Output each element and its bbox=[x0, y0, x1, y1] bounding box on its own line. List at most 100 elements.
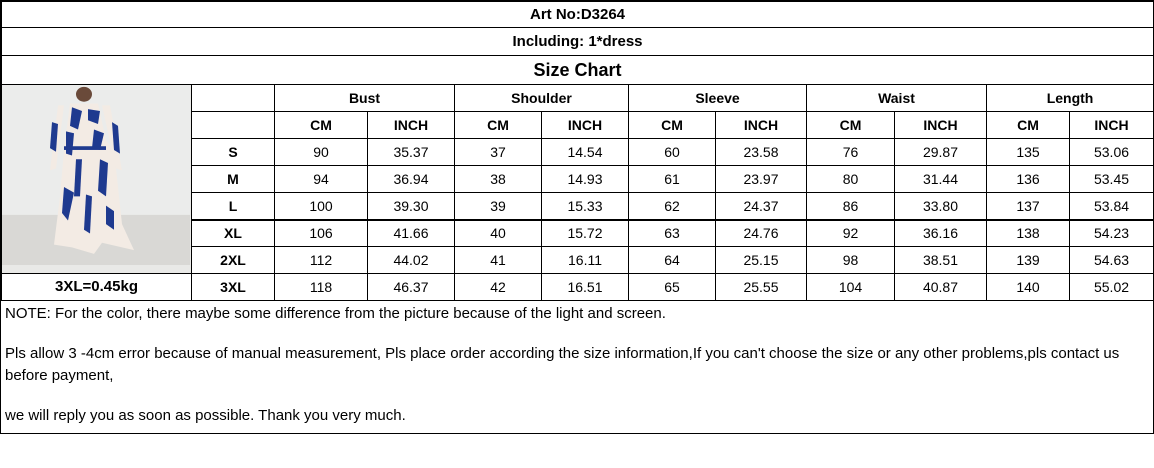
measurement-cell: 36.16 bbox=[894, 218, 987, 247]
measurement-cell: 135 bbox=[986, 138, 1070, 166]
measurement-cell: 14.93 bbox=[541, 165, 629, 193]
size-label: XL bbox=[191, 218, 275, 247]
measurement-cell: 136 bbox=[986, 165, 1070, 193]
size-row: M 94 36.94 38 14.93 61 23.97 80 31.44 136 53.45 bbox=[2, 165, 1154, 193]
size-row: 2XL 112 44.02 41 16.11 64 25.15 98 38.51 139 54.63 bbox=[2, 246, 1154, 274]
measurement-cell: 25.55 bbox=[715, 273, 807, 301]
unit-header-cm: CM bbox=[454, 111, 542, 139]
measurement-cell: 53.45 bbox=[1068, 165, 1154, 193]
measurement-cell: 118 bbox=[274, 273, 368, 301]
measurement-cell: 14.54 bbox=[541, 138, 629, 166]
product-image bbox=[1, 84, 192, 274]
measurement-cell: 29.87 bbox=[894, 138, 987, 166]
column-header-sleeve: Sleeve bbox=[628, 84, 807, 112]
measurement-cell: 106 bbox=[274, 218, 368, 247]
weight-note: 3XL=0.45kg bbox=[1, 273, 192, 301]
measurement-cell: 94 bbox=[274, 165, 368, 193]
size-label: 3XL bbox=[191, 273, 275, 301]
measurement-cell: 15.33 bbox=[541, 192, 629, 220]
note-reply: we will reply you as soon as possible. T… bbox=[5, 407, 406, 424]
measurement-cell: 63 bbox=[628, 218, 716, 247]
size-row: L 100 39.30 39 15.33 62 24.37 86 33.80 137 53.84 bbox=[2, 192, 1154, 220]
measurement-cell: 41.66 bbox=[367, 218, 455, 247]
measurement-cell: 60 bbox=[628, 138, 716, 166]
measurement-cell: 86 bbox=[806, 192, 895, 220]
measurement-cell: 23.97 bbox=[715, 165, 807, 193]
measurement-cell: 44.02 bbox=[367, 246, 455, 274]
measurement-cell: 46.37 bbox=[367, 273, 455, 301]
unit-header-inch: INCH bbox=[541, 111, 629, 139]
measurement-cell: 54.23 bbox=[1068, 218, 1154, 247]
chart-title: Size Chart bbox=[0, 55, 1154, 85]
measurement-cell: 112 bbox=[274, 246, 368, 274]
measurement-cell: 33.80 bbox=[894, 192, 987, 220]
measurement-cell: 35.37 bbox=[367, 138, 455, 166]
size-label: M bbox=[191, 165, 275, 193]
size-label: S bbox=[191, 138, 275, 166]
measurement-cell: 53.06 bbox=[1068, 138, 1154, 166]
measurement-cell: 140 bbox=[986, 273, 1070, 301]
unit-header-cm: CM bbox=[628, 111, 716, 139]
size-chart-document: Art No:D3264 Including: 1*dress Size Cha… bbox=[0, 0, 1154, 434]
art-number: Art No:D3264 bbox=[0, 1, 1154, 28]
size-chart-table: Art No:D3264 Including: 1*dress Size Cha… bbox=[0, 1, 1154, 301]
measurement-cell: 61 bbox=[628, 165, 716, 193]
measurement-cell: 92 bbox=[806, 218, 895, 247]
including-items: Including: 1*dress bbox=[0, 27, 1154, 56]
measurement-cell: 40 bbox=[454, 218, 542, 247]
measurement-cell: 138 bbox=[986, 218, 1070, 247]
measurement-cell: 23.58 bbox=[715, 138, 807, 166]
note-color: NOTE: For the color, there maybe some di… bbox=[5, 305, 666, 322]
unit-header-inch: INCH bbox=[715, 111, 807, 139]
measurement-cell: 54.63 bbox=[1068, 246, 1154, 274]
measurement-cell: 24.76 bbox=[715, 218, 807, 247]
notes-section: NOTE: For the color, there maybe some di… bbox=[1, 301, 1149, 433]
size-row: 3XL=0.45kg 3XL 118 46.37 42 16.51 65 25.55 104 40… bbox=[1, 273, 1154, 301]
unit-header-cm: CM bbox=[986, 111, 1070, 139]
measurement-cell: 36.94 bbox=[367, 165, 455, 193]
size-row: XL 106 41.66 40 15.72 63 24.76 92 36.16 138 54.23 bbox=[2, 218, 1154, 247]
measurement-cell: 40.87 bbox=[894, 273, 987, 301]
measurement-cell: 137 bbox=[986, 192, 1070, 220]
measurement-cell: 24.37 bbox=[715, 192, 807, 220]
measurement-cell: 31.44 bbox=[894, 165, 987, 193]
unit-header-inch: INCH bbox=[894, 111, 987, 139]
measurement-cell: 139 bbox=[986, 246, 1070, 274]
column-header-waist: Waist bbox=[806, 84, 987, 112]
measurement-cell: 25.15 bbox=[715, 246, 807, 274]
measurement-cell: 15.72 bbox=[541, 218, 629, 247]
dress-model-image bbox=[2, 85, 190, 265]
size-label: 2XL bbox=[191, 246, 275, 274]
blank-header-cell bbox=[191, 84, 275, 112]
measurement-cell: 37 bbox=[454, 138, 542, 166]
unit-header-cm: CM bbox=[806, 111, 895, 139]
unit-header-inch: INCH bbox=[367, 111, 455, 139]
column-header-shoulder: Shoulder bbox=[454, 84, 629, 112]
measurement-cell: 16.51 bbox=[541, 273, 629, 301]
measurement-cell: 65 bbox=[628, 273, 716, 301]
size-row: S 90 35.37 37 14.54 60 23.58 76 29.87 135 53.06 bbox=[2, 138, 1154, 166]
measurement-cell: 38 bbox=[454, 165, 542, 193]
measurement-cell: 55.02 bbox=[1068, 273, 1154, 301]
measurement-cell: 53.84 bbox=[1068, 192, 1154, 220]
column-header-bust: Bust bbox=[274, 84, 455, 112]
measurement-cell: 104 bbox=[806, 273, 895, 301]
measurement-cell: 42 bbox=[454, 273, 542, 301]
measurement-cell: 80 bbox=[806, 165, 895, 193]
measurement-cell: 90 bbox=[274, 138, 368, 166]
unit-header-cm: CM bbox=[274, 111, 368, 139]
unit-header-inch: INCH bbox=[1068, 111, 1154, 139]
measurement-cell: 98 bbox=[806, 246, 895, 274]
measurement-cell: 41 bbox=[454, 246, 542, 274]
measurement-cell: 64 bbox=[628, 246, 716, 274]
measurement-cell: 16.11 bbox=[541, 246, 629, 274]
note-measurement: Pls allow 3 -4cm error because of manual… bbox=[5, 345, 1120, 384]
column-header-length: Length bbox=[985, 84, 1154, 112]
size-label: L bbox=[191, 192, 275, 220]
blank-header-cell bbox=[191, 111, 275, 139]
measurement-cell: 62 bbox=[628, 192, 716, 220]
measurement-cell: 39 bbox=[454, 192, 542, 220]
measurement-cell: 39.30 bbox=[367, 192, 455, 220]
measurement-cell: 76 bbox=[806, 138, 895, 166]
measurement-cell: 100 bbox=[274, 192, 368, 220]
